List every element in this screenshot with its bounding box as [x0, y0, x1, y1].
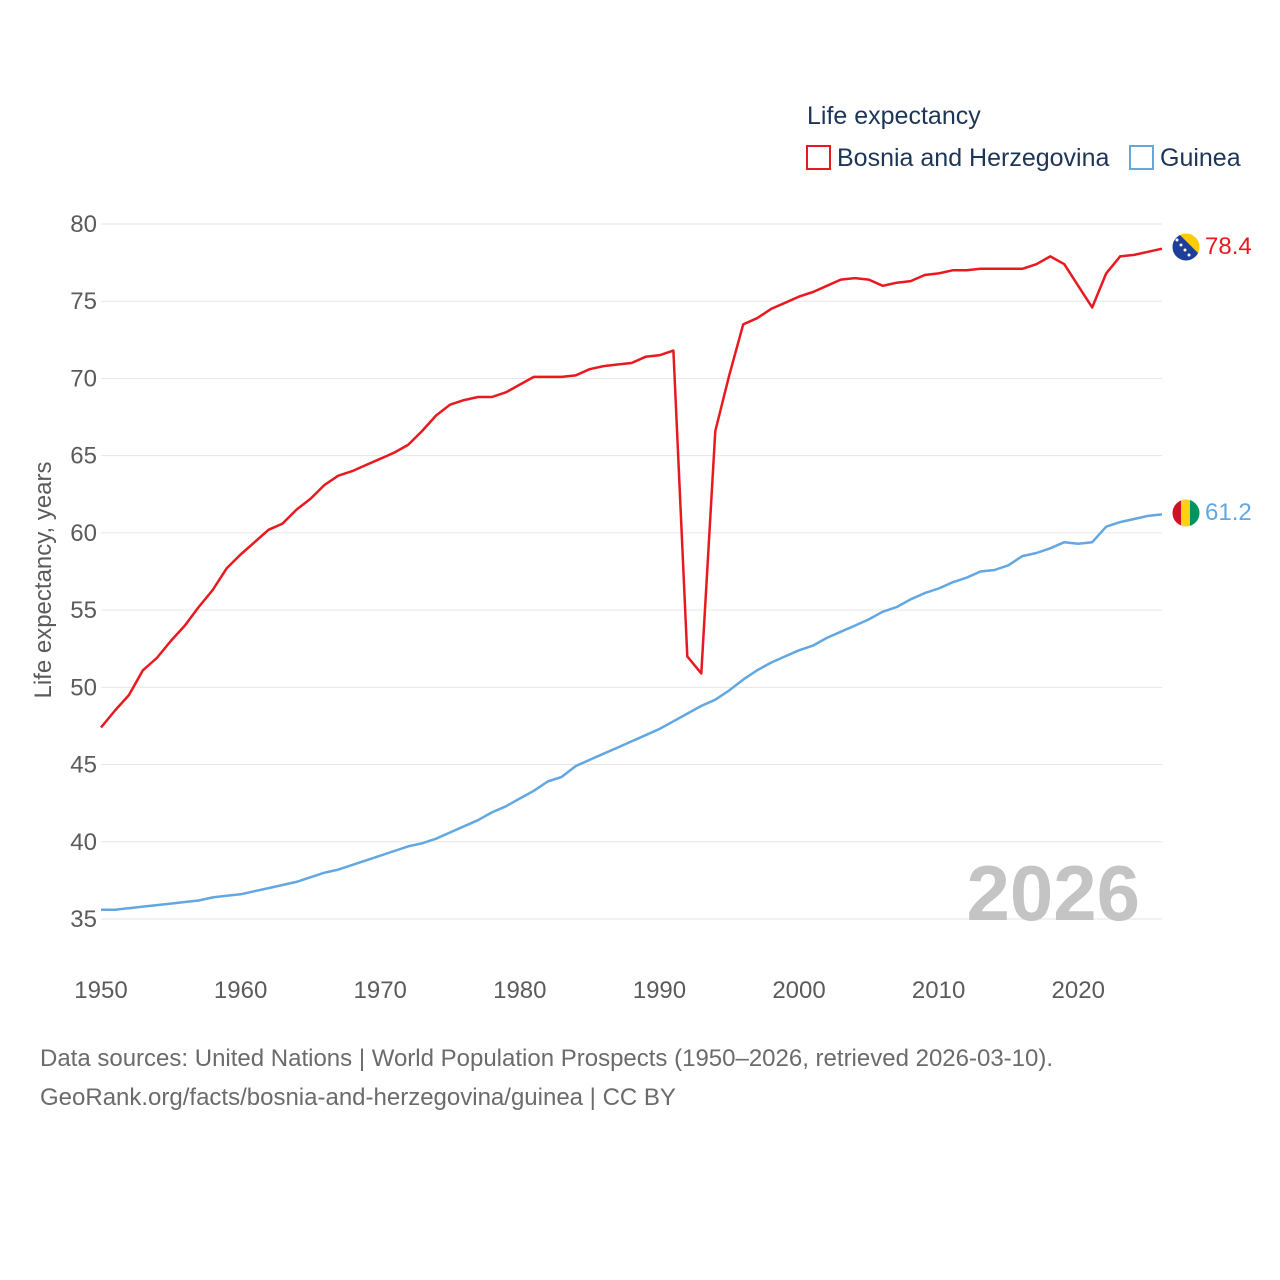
x-axis-ticks: 1950 1960 1970 1980 1990 2000 2010 2020	[74, 977, 1105, 1004]
x-tick-label: 2020	[1052, 977, 1105, 1004]
legend-swatch-bosnia[interactable]	[806, 145, 831, 170]
series-line-bosnia[interactable]	[100, 247, 1163, 729]
y-tick-label: 35	[70, 906, 97, 933]
year-label: 2026	[966, 849, 1140, 937]
y-tick-label: 55	[70, 597, 97, 624]
grid-lines	[101, 223, 1162, 920]
legend-label-bosnia[interactable]: Bosnia and Herzegovina	[837, 144, 1109, 172]
y-tick-label: 70	[70, 365, 97, 392]
series-lines	[100, 247, 1163, 911]
y-tick-label: 40	[70, 829, 97, 856]
guinea-end-value: 61.2	[1205, 499, 1252, 526]
x-tick-label: 1960	[214, 977, 267, 1004]
y-tick-label: 50	[70, 674, 97, 701]
footer-sources: Data sources: United Nations | World Pop…	[40, 1045, 1054, 1072]
y-axis-label: Life expectancy, years	[30, 461, 57, 698]
y-tick-label: 80	[70, 211, 97, 238]
bosnia-flag-icon	[1171, 232, 1201, 262]
legend: Life expectancy Bosnia and Herzegovina G…	[806, 102, 1241, 172]
line-chart: 35 40 45 50 55 60 65 70 75 80 1950 1960 1970 1980 199…	[30, 102, 1252, 1004]
x-tick-label: 1980	[493, 977, 546, 1004]
guinea-flag-icon	[1171, 498, 1201, 528]
x-tick-label: 1970	[354, 977, 407, 1004]
y-tick-label: 60	[70, 520, 97, 547]
y-tick-label: 75	[70, 288, 97, 315]
x-tick-label: 2010	[912, 977, 965, 1004]
bosnia-end-value: 78.4	[1205, 233, 1252, 260]
footer-attribution[interactable]: GeoRank.org/facts/bosnia-and-herzegovina…	[40, 1084, 676, 1111]
legend-title: Life expectancy	[807, 102, 981, 130]
legend-label-guinea[interactable]: Guinea	[1160, 144, 1241, 172]
x-tick-label: 1990	[633, 977, 686, 1004]
x-tick-label: 2000	[772, 977, 825, 1004]
y-tick-label: 65	[70, 443, 97, 470]
x-tick-label: 1950	[74, 977, 127, 1004]
y-axis-ticks: 35 40 45 50 55 60 65 70 75 80	[70, 211, 97, 933]
legend-swatch-guinea[interactable]	[1129, 145, 1154, 170]
y-tick-label: 45	[70, 752, 97, 779]
series-line-guinea[interactable]	[101, 513, 1163, 911]
